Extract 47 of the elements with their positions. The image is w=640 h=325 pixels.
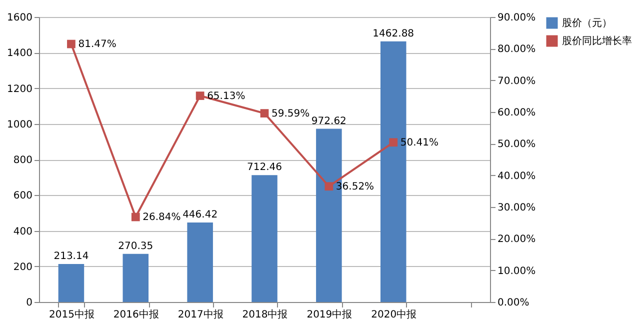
y-tick-label: 1400 <box>7 48 32 60</box>
point <box>260 109 269 118</box>
y-tick-label: 200 <box>13 262 32 273</box>
data-label: 65.13% <box>207 90 246 102</box>
data-label: 81.47% <box>78 39 116 50</box>
point <box>131 212 140 222</box>
y2-tick-label: 20.00% <box>498 234 536 246</box>
x-tick-label: 2018中报 <box>242 308 288 320</box>
bar <box>58 264 84 302</box>
y2-tick-label: 50.00% <box>498 139 536 150</box>
bar <box>252 175 278 302</box>
y-tick-label: 0 <box>26 298 32 308</box>
x-tick-label: 2016中报 <box>113 308 159 320</box>
y2-tick-label: 70.00% <box>498 76 536 87</box>
data-label: 213.14 <box>54 251 89 262</box>
y-tick-label: 1200 <box>7 84 32 95</box>
point <box>196 92 204 100</box>
x-tick-label: 2017中报 <box>178 308 224 320</box>
y2-tick-label: 30.00% <box>498 202 536 214</box>
bar <box>187 222 213 302</box>
data-label: 1462.88 <box>372 28 414 40</box>
legend-label: 股价（元） <box>562 17 612 29</box>
data-label: 712.46 <box>247 162 282 174</box>
y2-tick-label: 90.00% <box>498 12 536 24</box>
y2-tick-label: 60.00% <box>498 108 536 118</box>
y2-tick-label: 10.00% <box>498 266 536 277</box>
y-tick-label: 1600 <box>7 12 32 24</box>
y2-tick-label: 80.00% <box>498 44 536 56</box>
point <box>324 182 334 191</box>
x-tick-label: 2015中报 <box>48 308 94 320</box>
data-label: 972.62 <box>311 116 346 127</box>
y-tick-label: 600 <box>13 190 32 202</box>
legend-label: 股价同比增长率 <box>562 35 632 47</box>
data-label: 446.42 <box>182 209 218 220</box>
y-tick-label: 1000 <box>7 119 32 130</box>
bar <box>122 254 149 302</box>
y2-tick-label: 0.00% <box>498 298 530 308</box>
x-tick-label: 2019中报 <box>306 308 352 320</box>
point <box>389 138 398 147</box>
x-tick-label: 2020中报 <box>371 308 417 320</box>
y2-tick-label: 40.00% <box>498 170 536 182</box>
data-label: 270.35 <box>118 240 154 252</box>
y-tick-label: 400 <box>13 226 32 238</box>
point <box>67 40 76 48</box>
data-label: 26.84% <box>142 212 181 224</box>
y-tick-label: 800 <box>13 155 32 166</box>
data-label: 59.59% <box>272 108 310 120</box>
